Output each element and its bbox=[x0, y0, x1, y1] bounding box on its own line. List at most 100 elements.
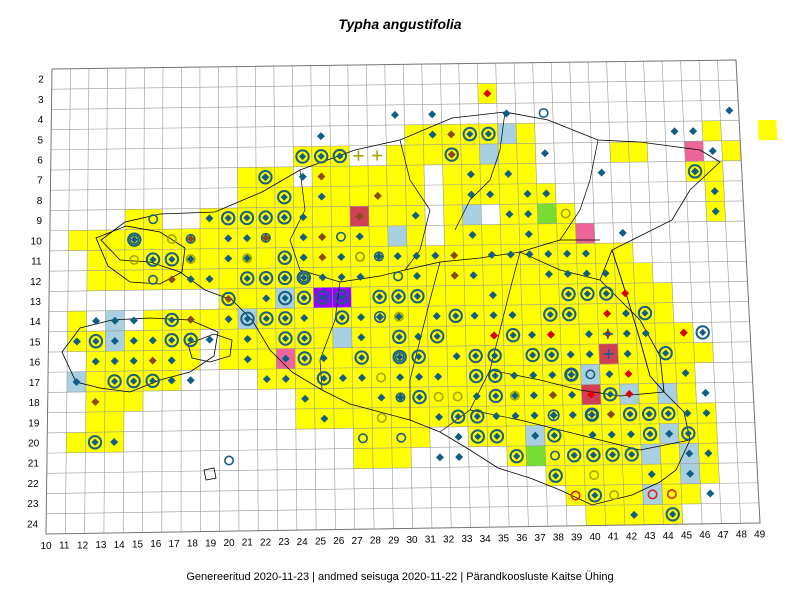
row-label: 4 bbox=[38, 115, 44, 126]
diamond-icon bbox=[568, 390, 577, 399]
row-label: 8 bbox=[37, 196, 43, 207]
grid-line bbox=[51, 120, 740, 130]
ring-diamond-icon bbox=[580, 286, 595, 301]
grid-cell bbox=[681, 483, 702, 505]
grid-cell bbox=[404, 144, 424, 166]
ring-diamond-icon bbox=[584, 407, 600, 422]
grid-cell bbox=[372, 427, 392, 449]
diamond-icon bbox=[483, 89, 492, 98]
grid-cell bbox=[181, 349, 201, 371]
grid-cell bbox=[503, 345, 524, 366]
diamond-icon bbox=[589, 451, 597, 459]
ring-diamond-icon bbox=[605, 447, 620, 462]
ring-diamond-icon bbox=[145, 373, 160, 389]
diamond-icon bbox=[510, 371, 519, 380]
diamond-icon bbox=[492, 412, 501, 421]
ring-diamond-icon bbox=[661, 406, 676, 421]
ring-diamond-icon bbox=[562, 307, 577, 322]
grid-line bbox=[384, 64, 394, 529]
grid-cell bbox=[427, 346, 448, 367]
diamond-icon bbox=[358, 353, 366, 362]
diamond-icon bbox=[148, 356, 157, 365]
ring-icon bbox=[129, 234, 140, 245]
diamond-icon bbox=[168, 316, 176, 324]
ring-diamond-icon bbox=[687, 164, 703, 179]
grid-cell bbox=[353, 448, 374, 469]
ring-plus-icon bbox=[547, 409, 560, 422]
diamond-icon bbox=[261, 173, 270, 182]
diamond-icon bbox=[205, 214, 214, 223]
diamond-icon bbox=[262, 375, 271, 384]
grid-cell bbox=[721, 140, 742, 161]
grid-cell bbox=[499, 183, 519, 205]
diamond-icon bbox=[606, 410, 615, 419]
ring-diamond-icon bbox=[411, 349, 426, 364]
row-label: 10 bbox=[31, 236, 43, 247]
grid-cell bbox=[200, 228, 219, 249]
grid-cell bbox=[537, 223, 558, 245]
ring-diamond-icon bbox=[543, 307, 558, 322]
ring-diamond-icon bbox=[277, 189, 292, 205]
diamond-icon bbox=[474, 432, 482, 441]
grid-line bbox=[49, 281, 748, 292]
ring-diamond-icon bbox=[126, 373, 141, 389]
diamond-icon bbox=[670, 127, 679, 136]
ring-diamond-icon bbox=[295, 149, 310, 164]
diamond-icon bbox=[148, 336, 157, 345]
diamond-icon bbox=[186, 376, 195, 385]
ring-diamond-icon bbox=[277, 210, 292, 225]
grid-line bbox=[48, 361, 752, 373]
plus-icon bbox=[603, 348, 614, 359]
ring-icon bbox=[147, 274, 158, 285]
grid-line bbox=[48, 341, 751, 353]
diamond-icon bbox=[110, 336, 119, 345]
grid-cell bbox=[104, 411, 124, 433]
grid-cell bbox=[697, 422, 718, 444]
diamond-icon bbox=[601, 269, 610, 278]
grid-cell bbox=[423, 144, 443, 165]
diamond-icon bbox=[467, 190, 476, 199]
grid-cell bbox=[104, 391, 125, 412]
county-boundary bbox=[289, 169, 306, 271]
diamond-icon bbox=[646, 430, 654, 438]
ring-diamond-icon bbox=[695, 325, 710, 340]
diamond-icon bbox=[508, 311, 517, 320]
diamond-icon bbox=[187, 336, 195, 344]
grid-cell bbox=[257, 348, 277, 370]
ring-diamond-icon bbox=[468, 368, 484, 384]
grid-line bbox=[569, 62, 587, 526]
grid-cells bbox=[66, 83, 778, 526]
diamond-icon bbox=[299, 233, 308, 242]
diamond-icon bbox=[691, 167, 700, 176]
grid-line bbox=[161, 67, 164, 533]
ring-diamond-icon bbox=[586, 447, 601, 463]
row-label: 2 bbox=[38, 75, 44, 86]
diamond-icon bbox=[224, 214, 232, 222]
diamond-icon bbox=[91, 357, 100, 366]
diamond-icon bbox=[91, 438, 99, 446]
grid-cell bbox=[428, 386, 449, 408]
diamond-icon bbox=[301, 354, 309, 363]
ring-diamond-icon bbox=[525, 347, 540, 363]
grid-cell bbox=[585, 505, 606, 526]
grid-cell bbox=[405, 164, 425, 186]
ring-diamond-icon bbox=[127, 232, 142, 247]
grid-cell bbox=[386, 145, 406, 166]
column-label: 32 bbox=[443, 534, 455, 545]
grid-cell bbox=[622, 464, 643, 485]
grid-line bbox=[50, 140, 741, 151]
column-label: 30 bbox=[406, 535, 418, 546]
grid-cell bbox=[447, 386, 468, 407]
diamond-icon bbox=[434, 372, 443, 381]
diamond-icon bbox=[280, 193, 288, 201]
ring-icon bbox=[260, 232, 271, 243]
ring-diamond-icon bbox=[622, 406, 638, 422]
diamond-icon bbox=[338, 313, 346, 322]
ring-diamond-icon bbox=[561, 286, 576, 302]
grid-cell bbox=[506, 425, 526, 447]
diamond-icon bbox=[546, 310, 554, 319]
grid-cell bbox=[516, 123, 536, 144]
diamond-icon bbox=[523, 189, 532, 198]
diamond-icon bbox=[602, 289, 610, 298]
